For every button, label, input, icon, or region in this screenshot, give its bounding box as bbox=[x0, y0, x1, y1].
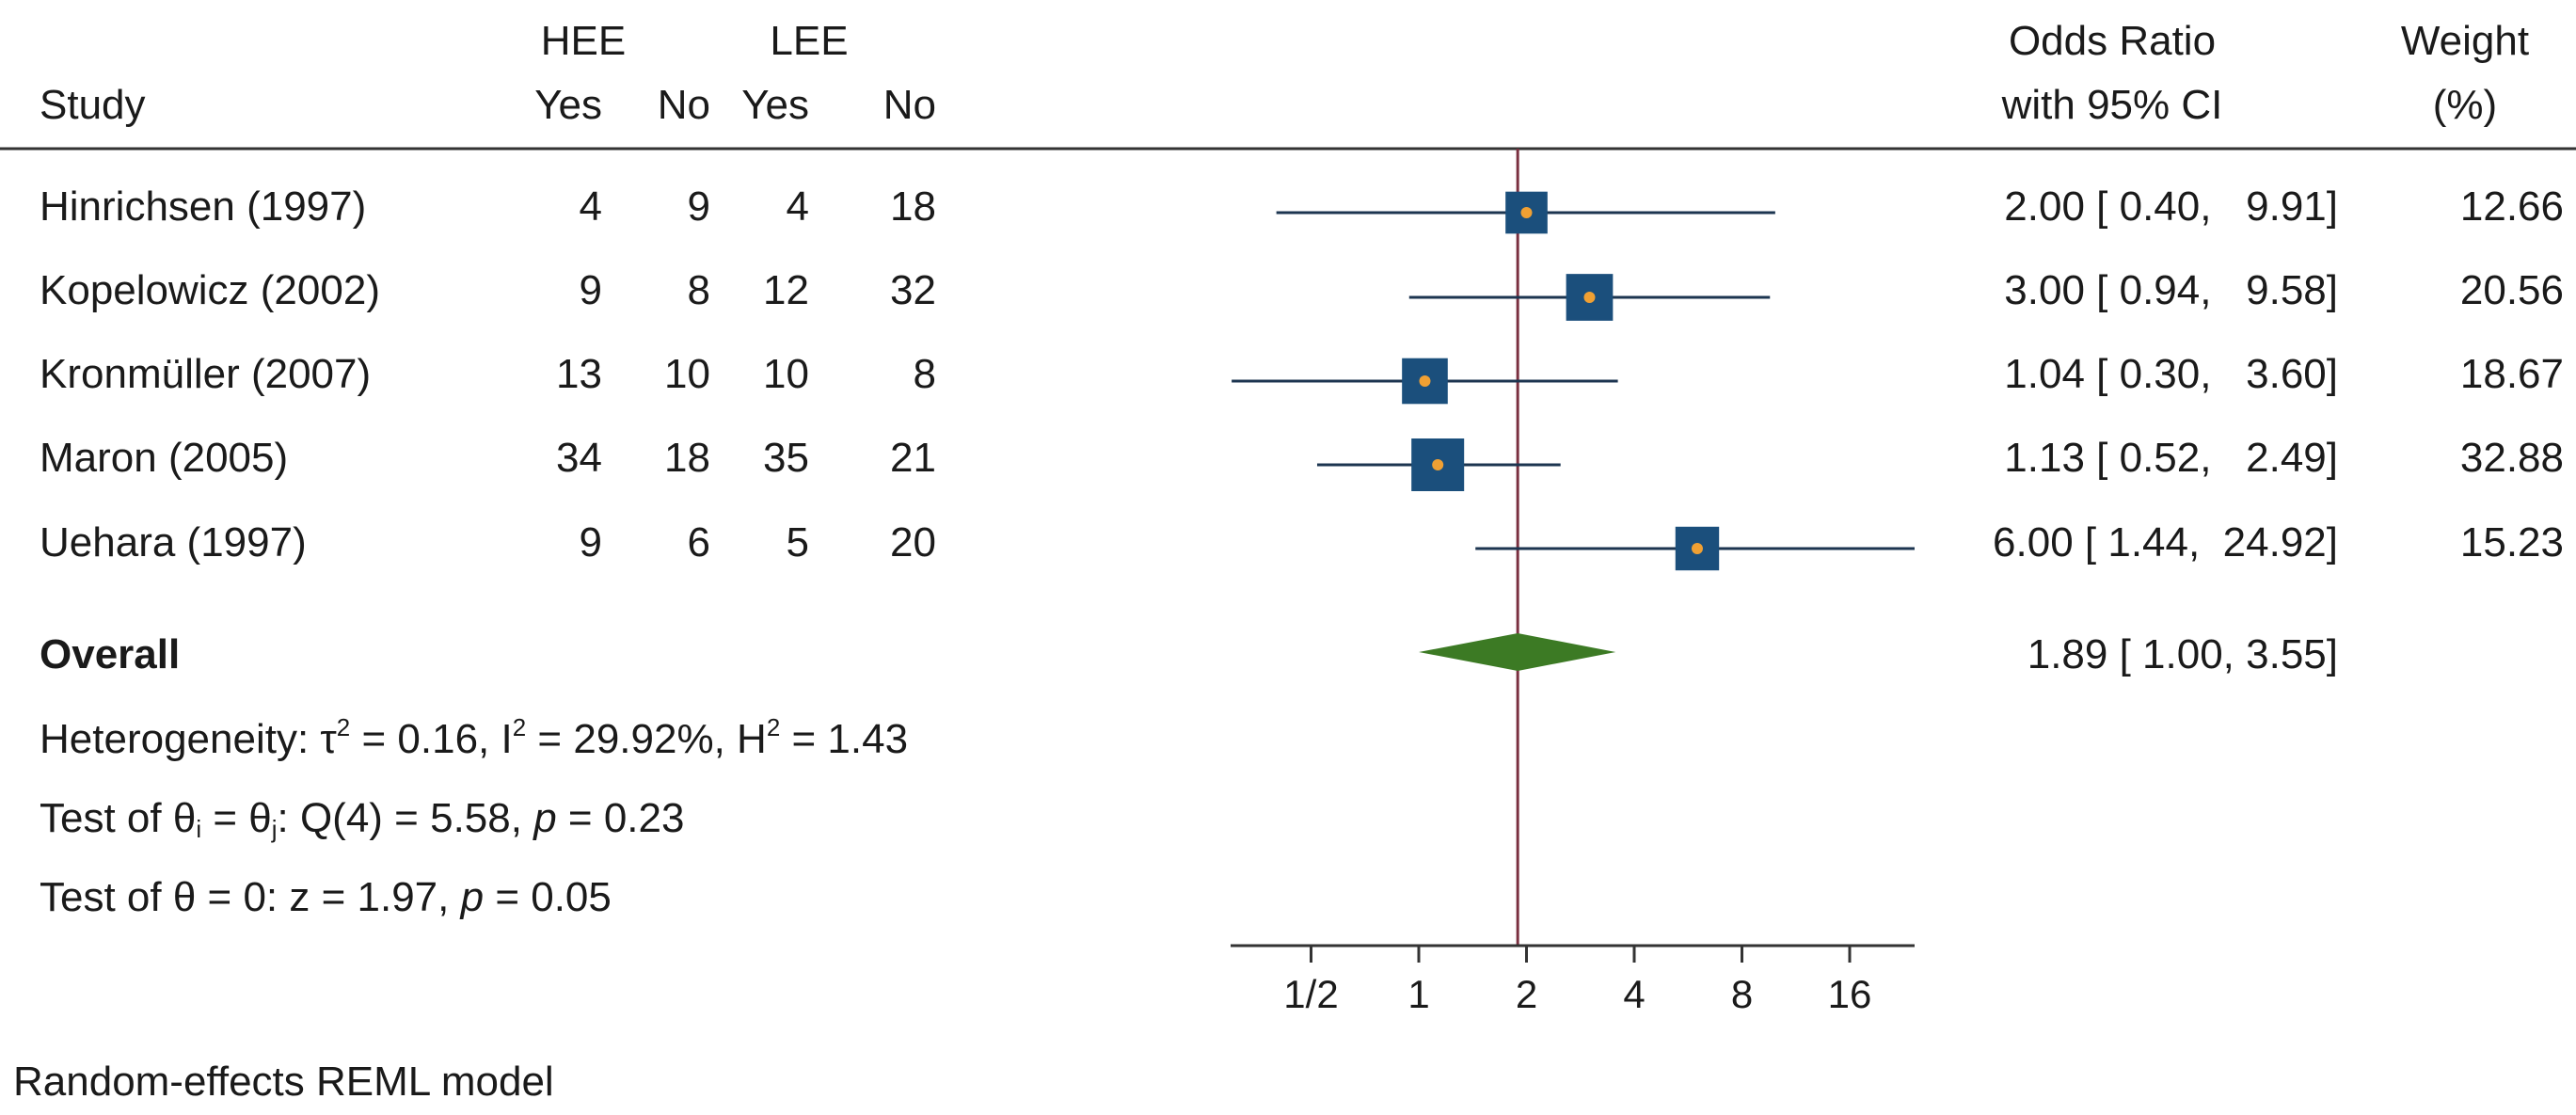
lee-yes-value: 5 bbox=[786, 519, 809, 565]
x-tick-label: 1/2 bbox=[1283, 972, 1338, 1016]
study-name: Kronmüller (2007) bbox=[40, 351, 372, 397]
or-ci-text: 1.04 [ 0.30, 3.60] bbox=[2004, 351, 2338, 397]
weight-value: 15.23 bbox=[2459, 519, 2564, 565]
lee-no-value: 21 bbox=[890, 435, 936, 481]
study-square bbox=[1566, 274, 1614, 321]
hee-yes-value: 4 bbox=[579, 183, 602, 230]
overall-label: Overall bbox=[40, 631, 181, 677]
header-lee-no: No bbox=[883, 82, 936, 128]
weight-value: 32.88 bbox=[2459, 435, 2564, 481]
header-with-95ci: with 95% CI bbox=[2001, 82, 2223, 128]
study-square bbox=[1505, 191, 1548, 234]
hee-no-value: 9 bbox=[687, 183, 710, 230]
lee-no-value: 32 bbox=[890, 267, 936, 313]
hee-yes-value: 9 bbox=[579, 267, 602, 313]
header-hee-no: No bbox=[657, 82, 710, 128]
study-square bbox=[1402, 358, 1448, 405]
lee-no-value: 8 bbox=[913, 351, 936, 397]
overall-diamond bbox=[1419, 633, 1616, 671]
x-tick-label: 16 bbox=[1828, 972, 1872, 1016]
lee-yes-value: 10 bbox=[763, 351, 809, 397]
header-hee: HEE bbox=[540, 18, 627, 64]
or-ci-text: 2.00 [ 0.40, 9.91] bbox=[2004, 183, 2338, 230]
lee-yes-value: 4 bbox=[786, 183, 809, 230]
lee-yes-value: 12 bbox=[763, 267, 809, 313]
x-tick-label: 2 bbox=[1516, 972, 1537, 1016]
hee-no-value: 10 bbox=[664, 351, 710, 397]
header-lee: LEE bbox=[770, 18, 849, 64]
test-theta-zero-text: Test of θ = 0: z = 1.97, p = 0.05 bbox=[40, 874, 612, 920]
or-ci-text: 6.00 [ 1.44, 24.92] bbox=[1993, 519, 2338, 565]
point-estimate-dot bbox=[1432, 459, 1444, 470]
hee-yes-value: 13 bbox=[556, 351, 602, 397]
x-tick-label: 4 bbox=[1623, 972, 1645, 1016]
lee-yes-value: 35 bbox=[763, 435, 809, 481]
hee-yes-value: 9 bbox=[579, 519, 602, 565]
lee-no-value: 18 bbox=[890, 183, 936, 230]
hee-yes-value: 34 bbox=[556, 435, 602, 481]
weight-value: 20.56 bbox=[2459, 267, 2564, 313]
overall-or-text: 1.89 [ 1.00, 3.55] bbox=[2027, 631, 2338, 677]
weight-value: 12.66 bbox=[2459, 183, 2564, 230]
header-lee-yes: Yes bbox=[741, 82, 809, 128]
study-name: Kopelowicz (2002) bbox=[40, 267, 380, 313]
or-ci-text: 1.13 [ 0.52, 2.49] bbox=[2004, 435, 2338, 481]
point-estimate-dot bbox=[1419, 375, 1431, 387]
study-name: Uehara (1997) bbox=[40, 519, 307, 565]
test-theta-ij-text: Test of θi = θj: Q(4) = 5.58, p = 0.23 bbox=[40, 795, 685, 843]
x-tick-label: 1 bbox=[1407, 972, 1429, 1016]
header-odds-ratio: Odds Ratio bbox=[2008, 18, 2217, 64]
point-estimate-dot bbox=[1583, 292, 1596, 303]
heterogeneity-text: Heterogeneity: τ2 = 0.16, I2 = 29.92%, H… bbox=[40, 713, 909, 762]
weight-value: 18.67 bbox=[2459, 351, 2564, 397]
study-name: Maron (2005) bbox=[40, 435, 289, 481]
hee-no-value: 6 bbox=[687, 519, 710, 565]
hee-no-value: 18 bbox=[664, 435, 710, 481]
or-ci-text: 3.00 [ 0.94, 9.58] bbox=[2004, 267, 2338, 313]
x-tick-label: 8 bbox=[1731, 972, 1753, 1016]
header-study: Study bbox=[40, 82, 146, 128]
point-estimate-dot bbox=[1691, 543, 1703, 554]
study-name: Hinrichsen (1997) bbox=[40, 183, 367, 230]
point-estimate-dot bbox=[1520, 207, 1533, 218]
hee-no-value: 8 bbox=[687, 267, 710, 313]
model-note: Random-effects REML model bbox=[13, 1059, 554, 1105]
study-square bbox=[1675, 526, 1720, 571]
study-square bbox=[1411, 438, 1465, 491]
lee-no-value: 20 bbox=[890, 519, 936, 565]
header-weight-pct: (%) bbox=[2432, 82, 2498, 128]
header-weight: Weight bbox=[2400, 18, 2530, 64]
header-hee-yes: Yes bbox=[534, 82, 602, 128]
